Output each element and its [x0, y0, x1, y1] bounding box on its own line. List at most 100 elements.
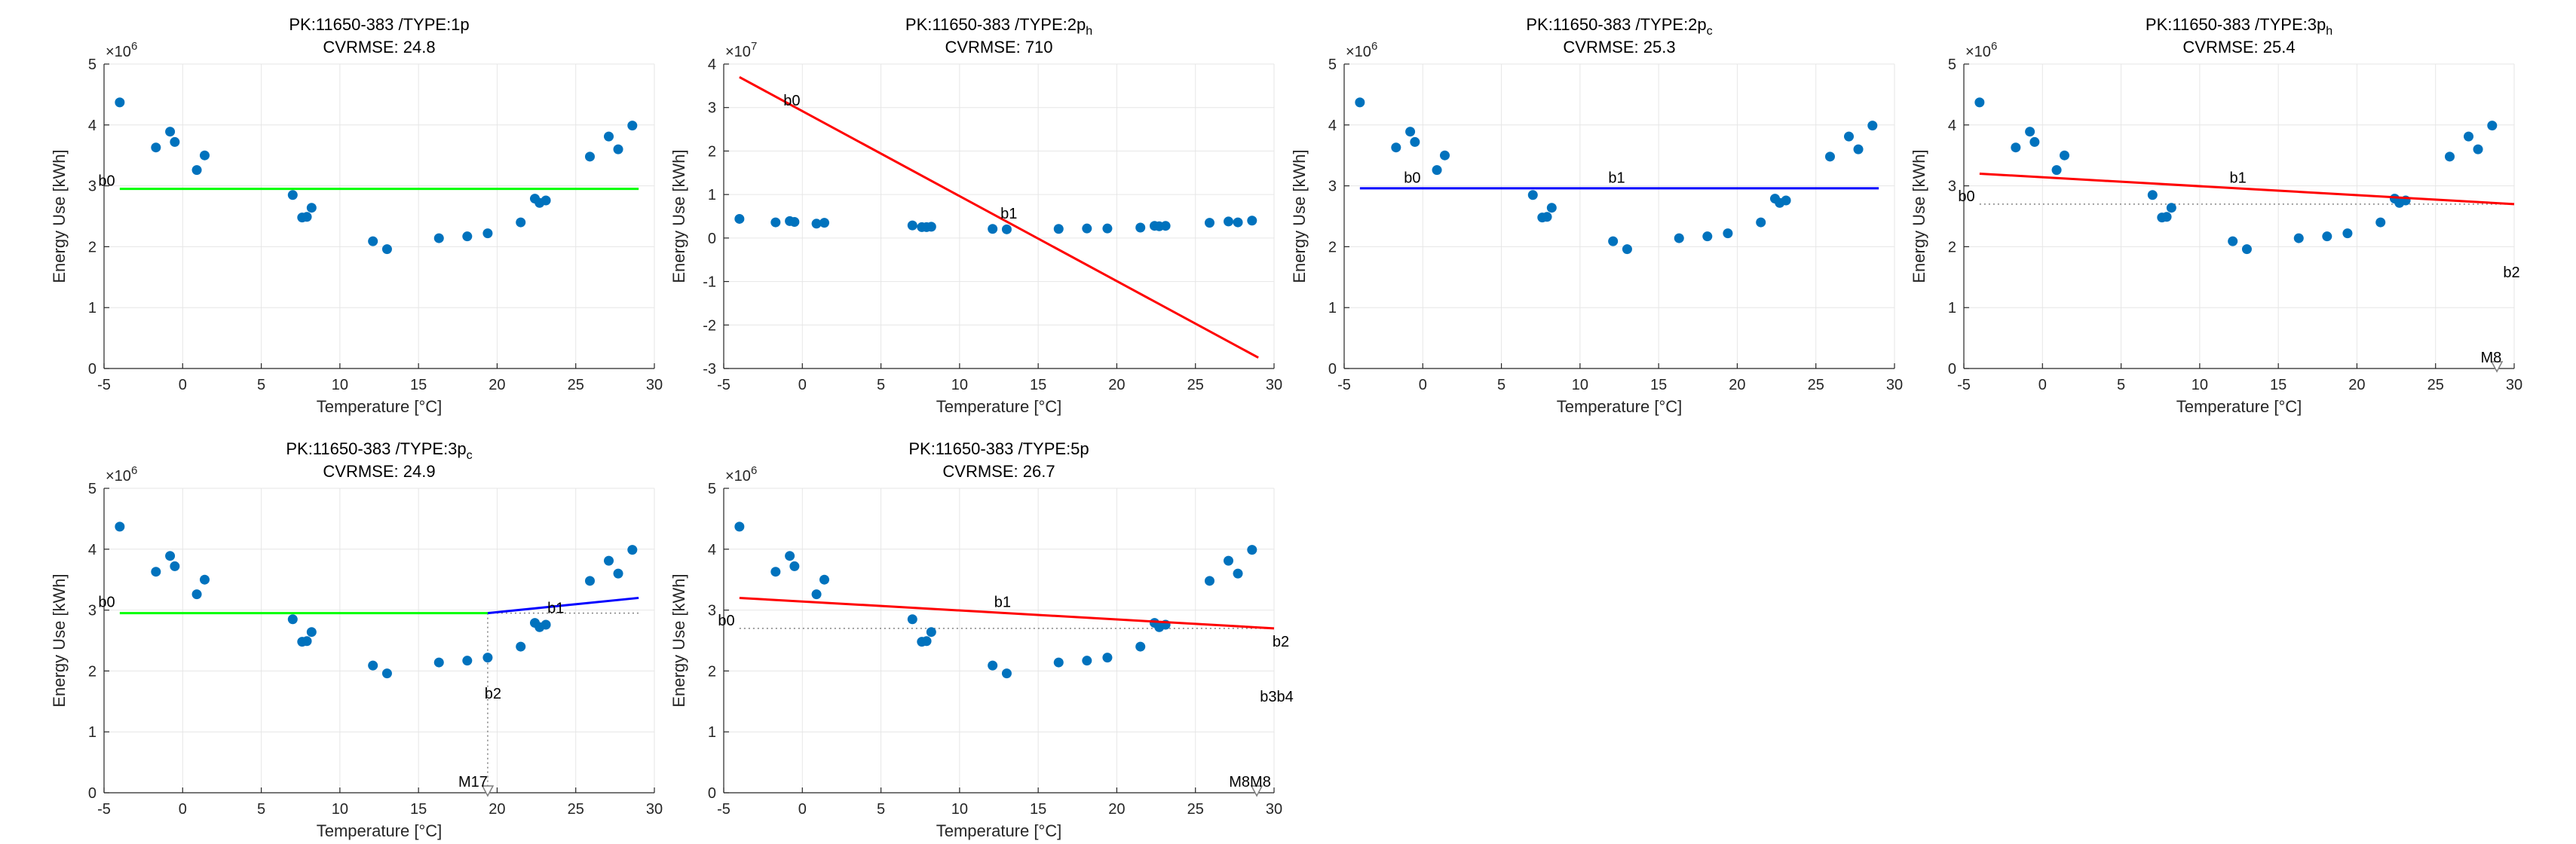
subplot-title: PK:11650-383 /TYPE:3ph [2146, 15, 2332, 38]
data-point [627, 121, 638, 131]
x-axis-label: Temperature [°C] [317, 397, 443, 416]
x-tick-label: 25 [1808, 377, 1824, 393]
data-point [2444, 151, 2455, 162]
annotation-b2: b2 [485, 686, 501, 702]
x-tick-label: 20 [489, 801, 505, 818]
data-point [2025, 127, 2035, 137]
x-tick-label: 5 [257, 377, 265, 393]
data-point [151, 142, 161, 153]
x-tick-label: 10 [332, 377, 348, 393]
x-tick-label: 5 [877, 801, 885, 818]
x-tick-label: 10 [1572, 377, 1588, 393]
data-point [1542, 212, 1552, 222]
x-tick-label: 25 [1187, 377, 1204, 393]
y-exponent-label: ×106 [1346, 40, 1377, 60]
y-tick-label: 2 [88, 663, 96, 680]
x-tick-label: 25 [2427, 377, 2444, 393]
annotation-b0: b0 [1958, 188, 1974, 205]
data-point [584, 576, 595, 586]
data-point [2322, 231, 2332, 242]
annotation-b1: b1 [994, 595, 1011, 611]
x-tick-label: 10 [951, 377, 968, 393]
x-tick-label: 20 [1108, 377, 1125, 393]
y-tick-label: 5 [1328, 57, 1337, 73]
x-tick-label: 5 [2117, 377, 2125, 393]
y-tick-label: 2 [1328, 239, 1337, 255]
y-axis-label: Energy Use [kWh] [1910, 149, 1928, 283]
y-tick-label: 2 [708, 663, 716, 680]
data-point [2051, 165, 2062, 176]
data-point [165, 127, 176, 137]
y-tick-label: 5 [88, 481, 96, 497]
y-tick-label: 1 [88, 724, 96, 741]
data-point [1204, 218, 1214, 228]
annotation-b1: b1 [2229, 170, 2246, 187]
data-point [1702, 231, 1713, 242]
data-point [988, 660, 998, 671]
model-line [487, 596, 639, 615]
data-point [199, 574, 210, 585]
y-axis-label: Energy Use [kWh] [669, 573, 688, 707]
x-tick-label: -5 [1337, 377, 1351, 393]
data-point [1053, 657, 1064, 668]
y-exponent-label: ×106 [1965, 40, 1997, 60]
annotation-b3b4: b3b4 [1260, 689, 1294, 705]
data-point [907, 614, 917, 625]
data-point [734, 213, 745, 224]
annotation-m8m8: M8M8 [1229, 774, 1271, 790]
annotation-b2: b2 [1273, 634, 1289, 650]
data-point [789, 217, 800, 228]
subplot-title: PK:11650-383 /TYPE:2ph [905, 15, 1092, 38]
y-tick-label: 4 [708, 542, 716, 558]
data-point [516, 217, 526, 228]
data-point [2293, 233, 2304, 243]
data-point [819, 218, 829, 228]
y-tick-label: 4 [88, 542, 96, 558]
data-point [2228, 236, 2238, 246]
data-point [1355, 97, 1365, 108]
data-point [151, 567, 161, 577]
data-point [306, 203, 317, 213]
data-point [1974, 97, 1985, 108]
y-tick-label: 0 [708, 231, 716, 247]
x-tick-label: 30 [2506, 377, 2522, 393]
data-point [381, 668, 392, 679]
x-tick-label: -5 [97, 801, 111, 818]
data-point [1432, 165, 1442, 176]
subplot-cvrmse: CVRMSE: 25.4 [2182, 38, 2295, 57]
x-tick-label: 15 [2270, 377, 2287, 393]
data-point [1082, 656, 1092, 666]
data-point [1867, 121, 1878, 131]
annotation-b0: b0 [98, 595, 115, 611]
y-tick-label: 5 [1948, 57, 1956, 73]
data-point [287, 190, 298, 200]
y-tick-label: 2 [1948, 239, 1956, 255]
x-tick-label: 10 [332, 801, 348, 818]
subplot-title: PK:11650-383 /TYPE:1p [289, 15, 469, 34]
y-tick-label: 3 [88, 179, 96, 195]
y-tick-label: 3 [708, 100, 716, 117]
data-point [191, 589, 202, 600]
x-tick-label: 30 [1266, 377, 1282, 393]
data-point [785, 551, 795, 561]
data-point [433, 233, 444, 243]
data-point [988, 224, 998, 234]
y-tick-label: 4 [88, 118, 96, 134]
x-tick-label: 25 [568, 377, 584, 393]
data-point [1405, 127, 1416, 137]
data-point [2464, 131, 2474, 142]
x-tick-label: -5 [717, 377, 731, 393]
x-tick-label: 0 [179, 801, 187, 818]
x-tick-label: 25 [568, 801, 584, 818]
data-point [1391, 142, 1401, 153]
annotation-b1: b1 [547, 601, 564, 617]
data-point [1160, 221, 1171, 231]
data-point [1233, 568, 1243, 579]
data-point [789, 561, 800, 571]
annotation-b0: b0 [1404, 170, 1420, 187]
y-tick-label: 4 [708, 57, 716, 73]
x-tick-label: 5 [1497, 377, 1505, 393]
